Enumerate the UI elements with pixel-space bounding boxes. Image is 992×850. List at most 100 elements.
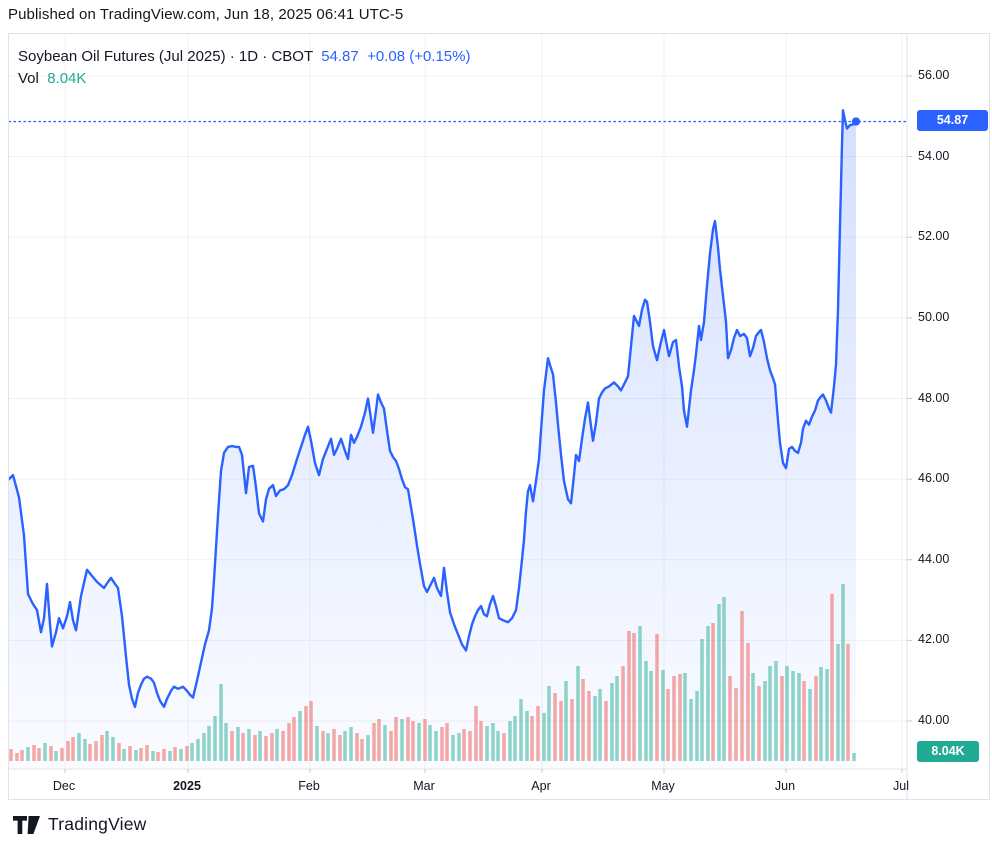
- volume-bar-up: [428, 725, 432, 761]
- volume-bar-down: [445, 723, 449, 761]
- legend-symbol: Soybean Oil Futures (Jul 2025) · 1D · CB…: [18, 48, 313, 65]
- price-area-fill: [9, 110, 856, 770]
- time-axis-label: Feb: [298, 779, 320, 793]
- volume-bar-up: [134, 750, 138, 761]
- volume-bar-down: [162, 749, 166, 761]
- volume-bar-down: [100, 735, 104, 761]
- volume-bar-up: [326, 733, 330, 761]
- volume-bar-up: [26, 747, 30, 761]
- volume-bar-up: [219, 684, 223, 761]
- volume-bar-up: [247, 729, 251, 761]
- volume-bar-down: [678, 674, 682, 761]
- volume-bar-up: [202, 733, 206, 761]
- volume-bar-down: [604, 701, 608, 761]
- volume-bar-down: [253, 735, 257, 761]
- volume-bar-up: [417, 723, 421, 761]
- volume-bar-down: [672, 676, 676, 761]
- volume-bar-up: [564, 681, 568, 761]
- volume-bar-up: [808, 689, 812, 761]
- volume-bar-down: [60, 748, 64, 761]
- volume-bar-down: [94, 741, 98, 761]
- volume-bar-up: [485, 726, 489, 761]
- volume-bar-down: [88, 744, 92, 761]
- volume-bar-up: [542, 713, 546, 761]
- volume-bar-down: [128, 746, 132, 761]
- volume-bar-up: [122, 749, 126, 761]
- volume-bar-up: [649, 671, 653, 761]
- volume-bar-down: [728, 676, 732, 761]
- volume-bar-down: [355, 733, 359, 761]
- volume-bar-down: [559, 701, 563, 761]
- volume-bar-up: [525, 711, 529, 761]
- price-axis-label: 46.00: [918, 471, 950, 486]
- volume-bar-up: [258, 731, 262, 761]
- chart-canvas[interactable]: [9, 34, 989, 799]
- volume-bar-down: [830, 594, 834, 761]
- tradingview-logo-link[interactable]: TradingView: [13, 814, 147, 835]
- volume-bar-up: [791, 671, 795, 761]
- volume-bar-up: [168, 751, 172, 761]
- volume-bar-down: [502, 733, 506, 761]
- volume-bar-down: [71, 737, 75, 761]
- volume-bar-up: [644, 661, 648, 761]
- volume-bar-up: [434, 731, 438, 761]
- volume-bar-down: [474, 706, 478, 761]
- volume-bar-down: [411, 721, 415, 761]
- volume-bar-down: [740, 611, 744, 761]
- volume-bar-down: [553, 693, 557, 761]
- time-axis-label: 2025: [173, 779, 201, 793]
- volume-bar-up: [695, 691, 699, 761]
- volume-bar-up: [774, 661, 778, 761]
- tradingview-logo-icon: [13, 815, 40, 834]
- price-axis-label: 52.00: [918, 229, 950, 244]
- volume-bar-down: [530, 716, 534, 761]
- volume-bar-up: [496, 731, 500, 761]
- price-axis-label: 50.00: [918, 309, 950, 324]
- volume-bar-down: [581, 679, 585, 761]
- volume-bar-down: [37, 748, 41, 761]
- volume-bar-up: [598, 689, 602, 761]
- time-axis-label: Mar: [413, 779, 435, 793]
- volume-bar-down: [338, 735, 342, 761]
- volume-bar-down: [230, 731, 234, 761]
- volume-bar-down: [655, 634, 659, 761]
- volume-bar-up: [615, 676, 619, 761]
- volume-bar-up: [547, 686, 551, 761]
- volume-bar-down: [241, 733, 245, 761]
- volume-bar-down: [270, 733, 274, 761]
- volume-bar-up: [315, 726, 319, 761]
- volume-bar-down: [360, 739, 364, 761]
- volume-bar-down: [287, 723, 291, 761]
- volume-bar-up: [105, 731, 109, 761]
- legend-vol-value: 8.04K: [47, 70, 87, 87]
- volume-bar-down: [15, 753, 19, 761]
- volume-bar-down: [440, 727, 444, 761]
- volume-bar-up: [638, 626, 642, 761]
- volume-bar-up: [54, 751, 58, 761]
- legend-last-price: 54.87: [321, 48, 359, 65]
- price-axis-label: 48.00: [918, 390, 950, 405]
- volume-bar-down: [9, 749, 13, 761]
- volume-bar-down: [156, 752, 160, 761]
- price-axis-label: 54.00: [918, 148, 950, 163]
- volume-bar-down: [814, 676, 818, 761]
- volume-bar-down: [389, 731, 393, 761]
- price-axis-label: 44.00: [918, 551, 950, 566]
- volume-bar-up: [751, 673, 755, 761]
- volume-bar-up: [689, 699, 693, 761]
- volume-bar-down: [332, 729, 336, 761]
- volume-bar-up: [207, 726, 211, 761]
- legend-symbol-row: Soybean Oil Futures (Jul 2025) · 1D · CB…: [18, 46, 470, 67]
- price-axis-label: 56.00: [918, 68, 950, 82]
- volume-bar-up: [343, 731, 347, 761]
- volume-bar-up: [275, 729, 279, 761]
- volume-bar-up: [797, 673, 801, 761]
- volume-bar-up: [841, 584, 845, 761]
- volume-bar-up: [593, 696, 597, 761]
- volume-bar-up: [513, 716, 517, 761]
- volume-bar-up: [457, 733, 461, 761]
- volume-bar-up: [43, 743, 47, 761]
- published-header: Published on TradingView.com, Jun 18, 20…: [8, 6, 404, 23]
- volume-bar-up: [706, 626, 710, 761]
